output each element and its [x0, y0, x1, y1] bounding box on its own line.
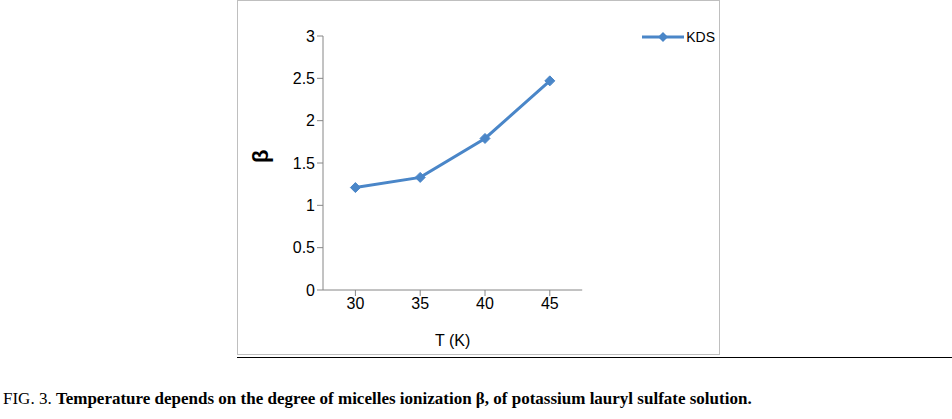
- svg-text:3: 3: [306, 28, 315, 45]
- svg-text:45: 45: [541, 295, 559, 312]
- svg-text:35: 35: [411, 295, 429, 312]
- svg-text:2.5: 2.5: [293, 70, 315, 87]
- svg-text:0.5: 0.5: [293, 239, 315, 256]
- html-text:KDS: KDS: [686, 29, 715, 45]
- svg-text:β: β: [248, 150, 273, 163]
- svg-text:2: 2: [306, 112, 315, 129]
- svg-text:T (K): T (K): [435, 332, 470, 349]
- svg-text:30: 30: [347, 295, 365, 312]
- svg-text:1.5: 1.5: [293, 155, 315, 172]
- svg-text:1: 1: [306, 197, 315, 214]
- svg-text:40: 40: [476, 295, 494, 312]
- svg-text:0: 0: [306, 282, 315, 299]
- html-text:FIG. 3. Temperature depends on: FIG. 3. Temperature depends on the degre…: [3, 389, 752, 408]
